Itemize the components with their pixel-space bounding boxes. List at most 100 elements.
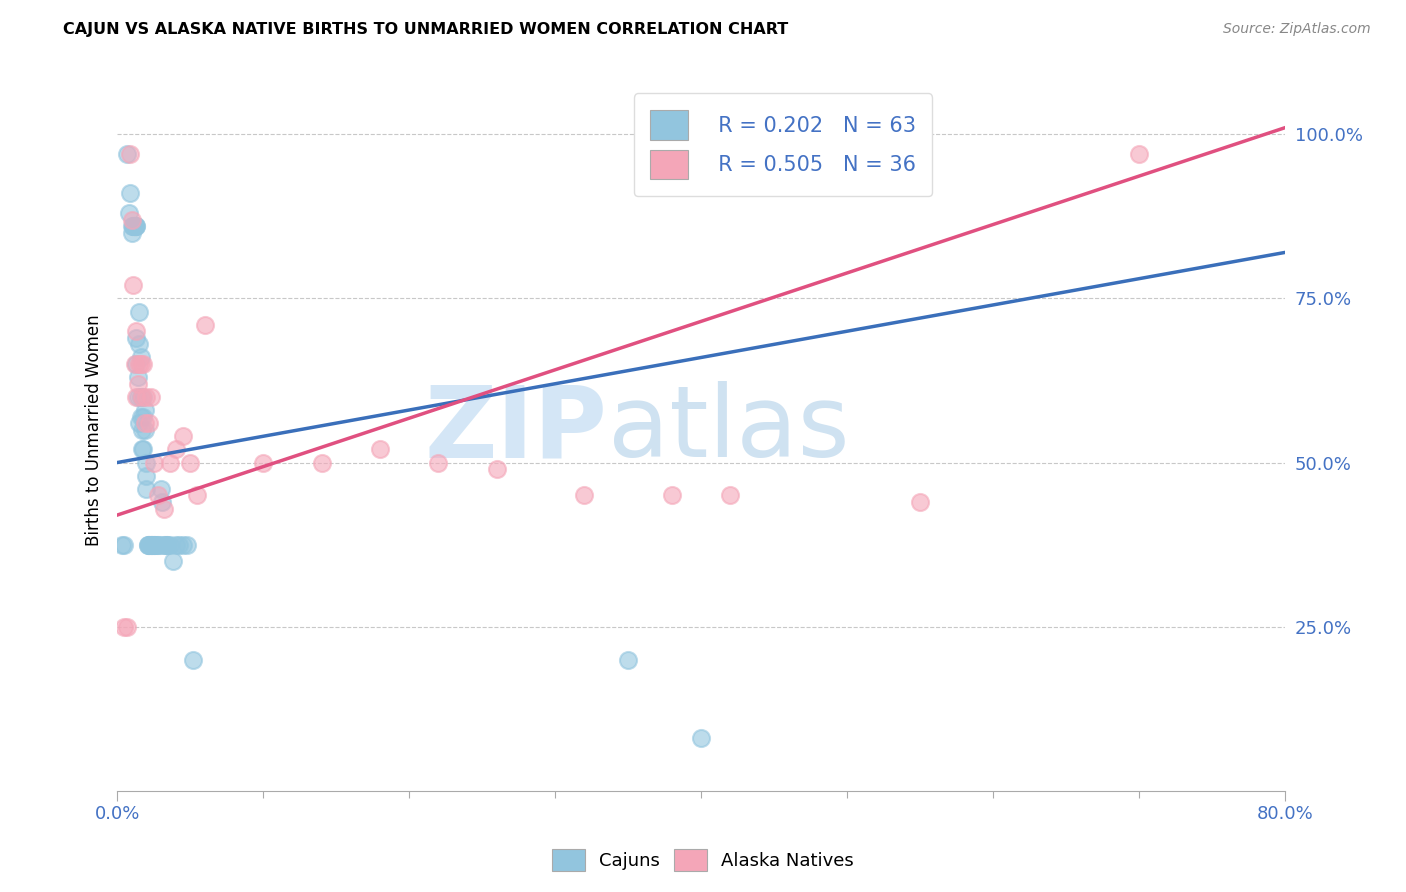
Point [155,538,177,552]
Point [135,390,157,404]
Point [128,416,150,430]
Point [134,403,156,417]
Point [159,456,181,470]
Point [146,488,169,502]
Text: Source: ZipAtlas.com: Source: ZipAtlas.com [1223,22,1371,37]
Point [139,538,162,552]
Point [139,538,162,552]
Point [125,219,148,234]
Point [124,219,146,234]
Point [121,219,143,234]
Point [138,538,160,552]
Text: CAJUN VS ALASKA NATIVE BIRTHS TO UNMARRIED WOMEN CORRELATION CHART: CAJUN VS ALASKA NATIVE BIRTHS TO UNMARRI… [63,22,789,37]
Point [311,456,333,470]
Point [132,390,155,404]
Point [128,304,150,318]
Text: atlas: atlas [607,381,849,478]
Point [661,488,683,502]
Point [131,423,153,437]
Point [131,442,153,457]
Point [131,390,153,404]
Point [125,324,148,338]
Point [125,331,148,345]
Point [172,538,194,552]
Point [156,538,179,552]
Point [135,468,157,483]
Point [138,538,160,552]
Point [159,538,181,552]
Point [617,652,640,666]
Point [142,538,165,552]
Point [110,538,132,552]
Point [124,357,146,371]
Point [129,390,152,404]
Point [139,390,162,404]
Point [114,538,136,552]
Point [120,147,142,161]
Point [141,538,163,552]
Point [146,538,169,552]
Point [129,357,152,371]
Point [1128,147,1150,161]
Text: ZIP: ZIP [425,381,607,478]
Point [125,390,148,404]
Point [122,278,145,293]
Point [162,554,184,568]
Point [143,538,166,552]
Point [156,538,179,552]
Point [136,538,159,552]
Legend:   R = 0.202   N = 63,   R = 0.505   N = 36: R = 0.202 N = 63, R = 0.505 N = 36 [634,94,932,196]
Point [136,538,159,552]
Point [122,219,145,234]
Point [132,357,155,371]
Point [132,409,155,424]
Point [167,538,190,552]
Point [427,456,450,470]
Point [194,318,217,332]
Point [141,538,163,552]
Point [124,219,146,234]
Point [118,206,141,220]
Y-axis label: Births to Unmarried Women: Births to Unmarried Women [86,314,103,546]
Point [181,652,204,666]
Point [128,337,150,351]
Point [122,219,145,234]
Point [153,538,176,552]
Point [117,147,139,161]
Point [135,456,157,470]
Point [135,482,157,496]
Point [142,538,165,552]
Point [124,219,146,234]
Point [368,442,391,457]
Point [153,501,176,516]
Point [152,495,174,509]
Point [134,416,156,430]
Point [142,456,165,470]
Point [125,357,148,371]
Point [138,416,160,430]
Point [176,538,198,552]
Point [186,488,208,502]
Point [150,482,173,496]
Point [574,488,596,502]
Point [125,219,148,234]
Point [129,409,152,424]
Point [114,620,136,634]
Point [172,429,194,443]
Point [121,226,143,240]
Point [145,538,167,552]
Point [121,212,143,227]
Point [120,186,142,201]
Point [127,390,149,404]
Point [485,462,508,476]
Point [908,495,931,509]
Point [690,731,713,746]
Point [252,456,274,470]
Point [179,456,201,470]
Legend: Cajuns, Alaska Natives: Cajuns, Alaska Natives [544,842,862,879]
Point [129,351,152,365]
Point [148,538,170,552]
Point [165,538,187,552]
Point [127,370,149,384]
Point [127,376,149,391]
